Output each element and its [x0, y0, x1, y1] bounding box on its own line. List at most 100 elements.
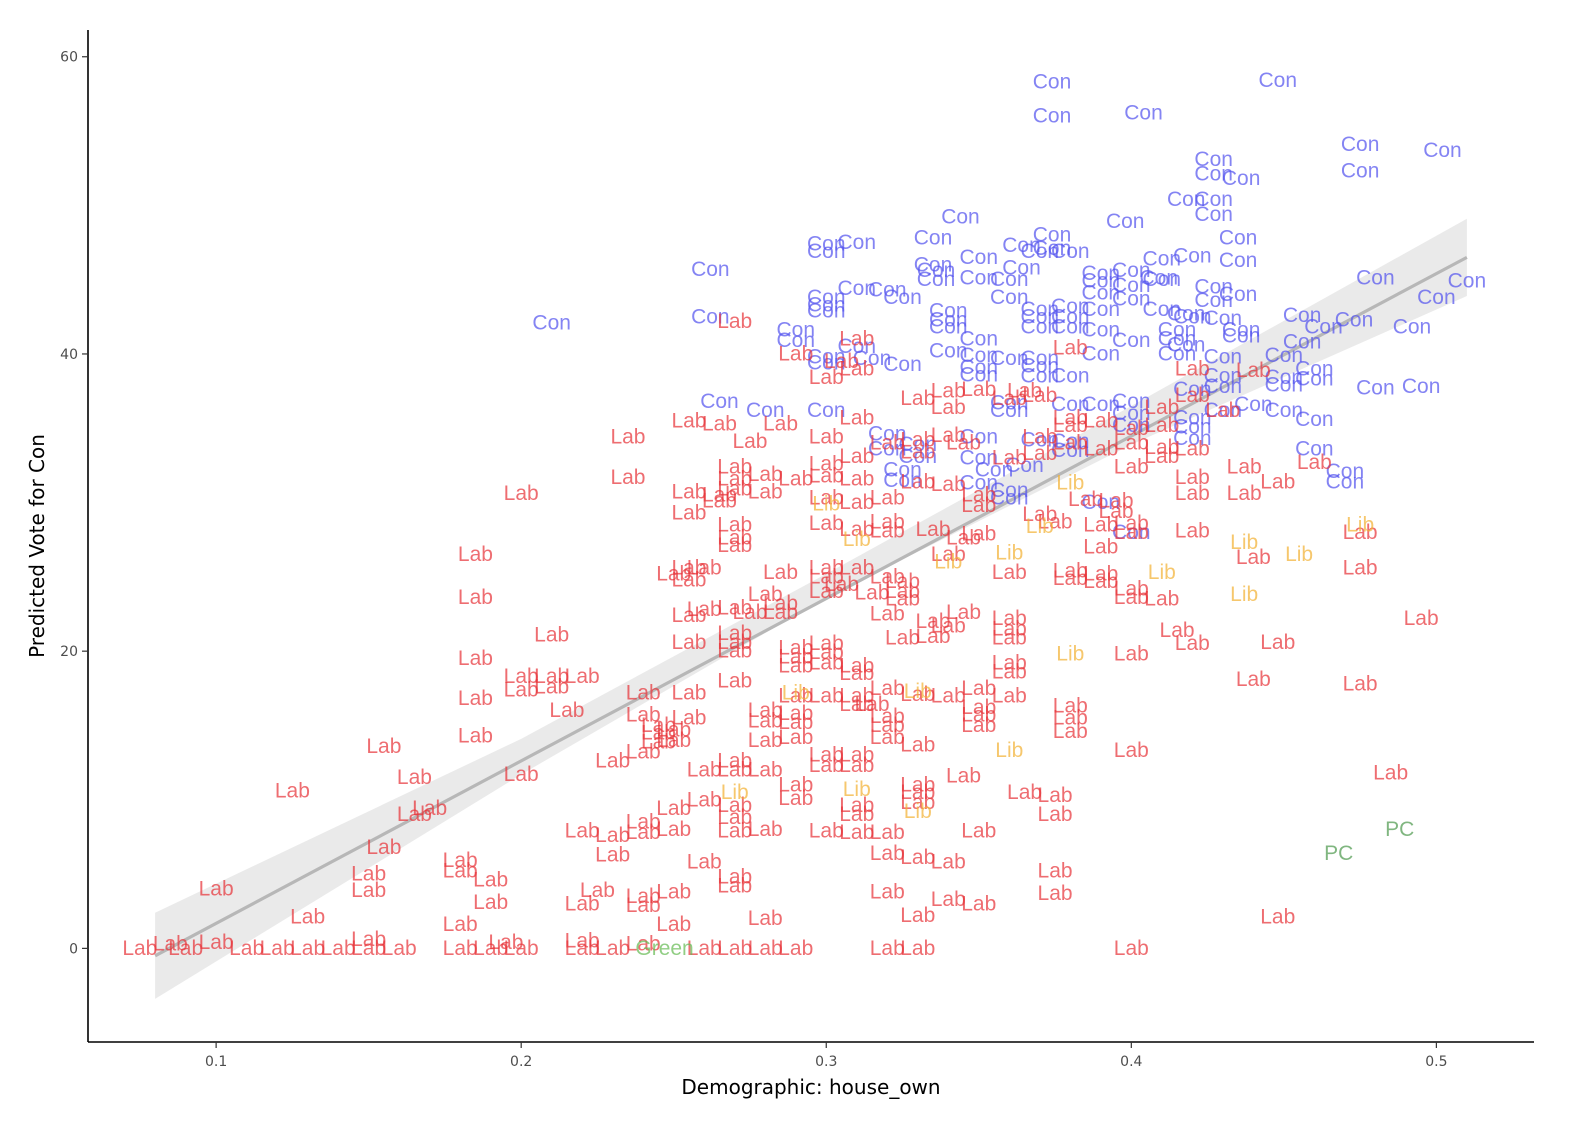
point-label-con: Con [960, 267, 999, 290]
point-label-lab: Lab [458, 724, 493, 747]
point-label-con: Con [1295, 357, 1334, 380]
point-label-lab: Lab [504, 482, 539, 505]
point-label-con: Con [990, 347, 1029, 370]
point-label-lab: Lab [900, 429, 935, 452]
point-label-lab: Lab [961, 892, 996, 915]
point-label-lab: Lab [870, 821, 905, 844]
point-label-lab: Lab [1175, 438, 1210, 461]
point-label-con: Con [1167, 302, 1206, 325]
point-label-pc: PC [1385, 818, 1414, 841]
point-label-lab: Lab [687, 598, 722, 621]
point-label-lab: Lab [1144, 414, 1179, 437]
point-label-con: Con [1204, 365, 1243, 388]
point-label-con: Con [1082, 319, 1121, 342]
point-label-lab: Lab [687, 851, 722, 874]
point-label-con: Con [1283, 304, 1322, 327]
point-label-lab: Lab [1038, 860, 1073, 883]
point-label-lab: Lab [916, 518, 951, 541]
point-label-con: Con [899, 433, 938, 456]
point-label-lab: Lab [1297, 451, 1332, 474]
point-label-con: Con [1158, 328, 1197, 351]
point-label-lab: Lab [199, 931, 234, 954]
point-label-lab: Lab [1260, 470, 1295, 493]
point-label-lab: Lab [717, 874, 752, 897]
point-label-lab: Lab [1175, 466, 1210, 489]
point-label-con: Con [1448, 270, 1487, 293]
point-label-con: Con [807, 351, 846, 374]
point-label-lab: Lab [717, 631, 752, 654]
point-label-lab: Lab [397, 803, 432, 826]
point-label-con: Con [1219, 283, 1258, 306]
point-label-con: Con [1194, 203, 1233, 226]
point-label-lab: Lab [351, 928, 386, 951]
point-label-con: Con [807, 399, 846, 422]
point-label-con: Con [1234, 393, 1273, 416]
point-label-lab: Lab [1175, 384, 1210, 407]
point-label-con: Con [1295, 368, 1334, 391]
point-label-lab: Lab [839, 556, 874, 579]
point-label-lab: Lab [992, 626, 1027, 649]
point-label-lab: Lab [1053, 720, 1088, 743]
point-label-lab: Lab [870, 705, 905, 728]
point-label-lab: Lab [671, 568, 706, 591]
point-label-con: Con [1112, 259, 1151, 282]
point-label-con: Con [1335, 308, 1374, 331]
point-label-con: Con [853, 347, 892, 370]
point-label-green: Green [635, 937, 693, 960]
point-label-lab: Lab [900, 441, 935, 464]
point-label-lab: Lab [504, 937, 539, 960]
point-label-con: Con [1341, 133, 1380, 156]
point-label-lab: Lab [671, 707, 706, 730]
x-axis-ticks: 0.1 0.2 0.3 0.4 0.5 [205, 1042, 1448, 1070]
point-label-lab: Lab [870, 487, 905, 510]
point-label-lab: Lab [290, 937, 325, 960]
point-label-con: Con [960, 356, 999, 379]
point-label-lab: Lab [717, 759, 752, 782]
point-label-lab: Lab [931, 380, 966, 403]
point-label-lib: Lib [1230, 583, 1258, 606]
point-label-lab: Lab [717, 310, 752, 333]
point-label-lab: Lab [839, 684, 874, 707]
point-label-con: Con [1295, 438, 1334, 461]
point-label-con: Con [868, 438, 907, 461]
point-label-con: Con [1173, 378, 1212, 401]
point-label-lab: Lab [931, 543, 966, 566]
point-label-con: Con [1112, 274, 1151, 297]
point-label-lab: Lab [504, 763, 539, 786]
point-label-lab: Lab [1114, 432, 1149, 455]
point-label-lab: Lab [626, 704, 661, 727]
point-label-lab: Lab [1022, 442, 1057, 465]
point-label-lab: Lab [778, 637, 813, 660]
point-label-con: Con [1219, 227, 1258, 250]
point-label-con: Con [960, 344, 999, 367]
y-tick-label: 20 [60, 644, 78, 660]
point-label-lab: Lab [717, 937, 752, 960]
point-label-lab: Lab [275, 779, 310, 802]
point-label-lab: Lab [946, 601, 981, 624]
point-label-lab: Lab [1205, 399, 1240, 422]
point-label-con: Con [1051, 393, 1090, 416]
point-label-lab: Lab [748, 699, 783, 722]
point-label-lab: Lab [671, 481, 706, 504]
point-label-lab: Lab [229, 937, 264, 960]
y-tick-label: 40 [60, 347, 78, 363]
point-label-lab: Lab [687, 759, 722, 782]
point-label-lab: Lab [1114, 512, 1149, 535]
point-label-lab: Lab [992, 561, 1027, 584]
point-label-lab: Lab [1068, 488, 1103, 511]
point-label-con: Con [883, 353, 922, 376]
point-label-lab: Lab [763, 561, 798, 584]
point-label-lab: Lab [1114, 739, 1149, 762]
point-label-con: Con [883, 286, 922, 309]
point-label-con: Con [960, 472, 999, 495]
point-label-lab: Lab [839, 518, 874, 541]
point-label-lab: Lab [778, 684, 813, 707]
point-label-lab: Lab [900, 904, 935, 927]
point-label-lab: Lab [351, 879, 386, 902]
point-label-con: Con [1033, 224, 1072, 247]
point-label-lab: Lab [504, 678, 539, 701]
point-label-lab: Lab [992, 446, 1027, 469]
point-label-lab: Lab [717, 478, 752, 501]
point-label-lab: Lab [717, 527, 752, 550]
point-label-lab: Lab [1007, 380, 1042, 403]
